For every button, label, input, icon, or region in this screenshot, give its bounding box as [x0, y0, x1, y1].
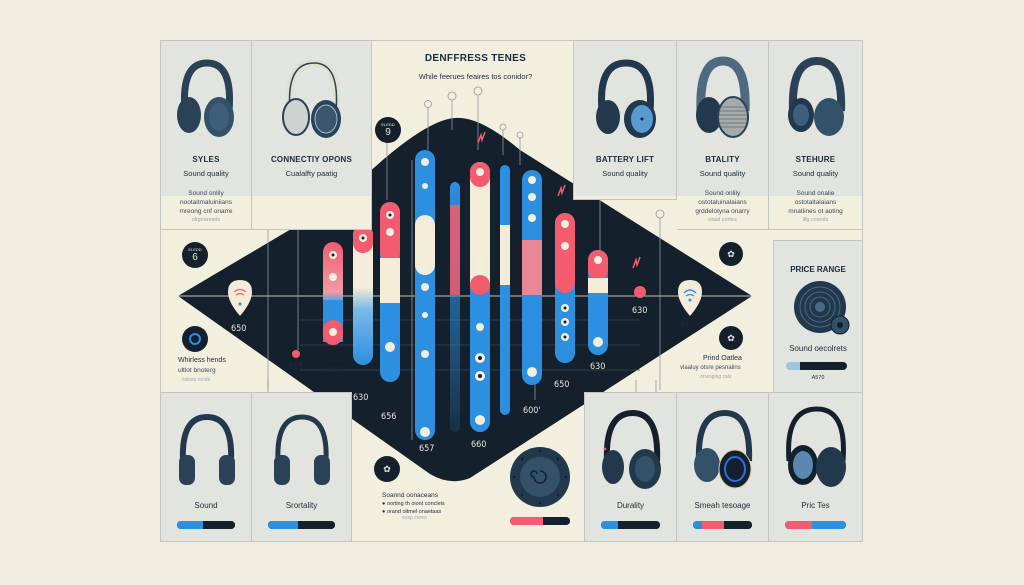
card-label: Durality	[616, 501, 645, 510]
bowl-icon: ✿	[374, 456, 400, 482]
prind-sub: vlaaluy otsre pesnalins	[680, 365, 741, 371]
bottom-card-pric: Pric Tes	[769, 392, 863, 542]
card-subtitle: Sound quality	[602, 169, 648, 178]
value-label: 630	[353, 393, 369, 403]
rating-meter	[268, 521, 335, 529]
rating-meter	[510, 517, 570, 525]
badge-center: ELEDD 9	[375, 117, 401, 143]
card-label: Pric Tes	[801, 501, 830, 510]
notes-title: Soannd oonaceans	[382, 492, 439, 499]
value-label: 200'	[326, 365, 344, 375]
page-subtitle: While feerues feaires tos conidor?	[418, 72, 533, 81]
headphones-icon	[694, 409, 753, 489]
feature-card-btality: BTALITY Sound quality Sound onlily ostot…	[677, 40, 769, 230]
card-label: Smeah tesoage	[694, 501, 751, 510]
value-label: 656	[381, 412, 397, 422]
bottom-middle-notes: Soannd oonaceans ● oorting th oiont conc…	[382, 492, 502, 521]
headphones-icon	[282, 59, 341, 138]
card-label: Srortality	[285, 501, 318, 510]
price-subtitle: Sound oecolrets	[789, 344, 847, 353]
value-label: 650	[231, 324, 247, 334]
rating-meter	[785, 521, 846, 529]
price-value: A570	[811, 375, 825, 381]
headphones-icon	[788, 56, 846, 136]
bottom-card-smeah: Smeah tesoage	[677, 392, 769, 542]
rating-meter	[177, 521, 235, 529]
bowl-icon: ✿	[719, 326, 743, 350]
rating-meter	[693, 521, 752, 529]
card-title: CONNECTIY OPONS	[270, 155, 353, 164]
price-title: PRICE RANGE	[790, 265, 846, 274]
notes-bullet: ● orand oltmel onaetaas	[382, 509, 442, 515]
value-label: 660	[471, 440, 487, 450]
value-label: 615	[288, 362, 304, 372]
price-range-card: PRICE RANGE Sound oecolrets A570	[773, 240, 863, 393]
card-subtitle: Sound quality	[699, 169, 746, 178]
headphones-icon	[602, 409, 661, 489]
bottom-card-sound: Sound	[160, 392, 252, 542]
card-description: Sound onlily ostotaluinalaians grddeloty…	[695, 190, 750, 223]
rating-meter	[601, 521, 660, 529]
prind-faint: orrenging cals	[700, 374, 732, 380]
value-label: 657	[419, 444, 435, 454]
value-label: 650	[554, 380, 570, 390]
card-subtitle: Sound quality	[792, 169, 839, 178]
value-label: 680	[680, 320, 696, 330]
card-subtitle: Sound quality	[183, 169, 229, 178]
notes-faint: oosp coreo	[402, 515, 427, 521]
headphones-icon	[596, 59, 656, 138]
wireless-title: Whirless hends	[178, 357, 226, 364]
feature-card-connectivity: CONNECTIY OPONS Cualalfty paatig	[252, 40, 372, 230]
value-label: 630	[590, 362, 606, 372]
target-icon	[182, 326, 208, 352]
headphones-icon	[696, 56, 750, 138]
card-title: BATTERY LIFT	[595, 155, 655, 164]
feature-card-battery: BATTERY LIFT Sound quality	[573, 40, 677, 200]
price-slider[interactable]	[786, 362, 847, 370]
wireless-sub: ultlot bnoterg	[178, 367, 216, 374]
wireless-faint: coloss ronds	[182, 377, 211, 383]
feature-card-styles: SYLES Sound quality Sound onlily nootait…	[160, 40, 252, 230]
bottom-card-srortality: Srortality	[252, 392, 352, 542]
card-description: Sound onalie ostotaltalaians mnatiines o…	[788, 190, 843, 223]
card-title: BTALITY	[705, 155, 740, 164]
prind-title: Prind Oatlea	[703, 355, 742, 362]
card-label: Sound	[194, 501, 218, 510]
card-title: STEHURE	[795, 155, 836, 164]
value-label: 600'	[523, 406, 541, 416]
page-title: DENFFRESS TENES	[424, 53, 527, 64]
notes-bullet: ● oorting th oiont concleis	[382, 501, 445, 507]
speaker-disc-icon	[510, 447, 570, 507]
card-subtitle: Cualalfty paatig	[285, 169, 338, 178]
value-label: 630	[632, 306, 648, 316]
headphones-icon	[177, 59, 234, 137]
card-description: Sound onlily nootaitmaluiniians mreong c…	[179, 190, 233, 223]
headphones-icon	[786, 406, 846, 487]
speaker-icon	[794, 281, 850, 335]
headphones-icon	[179, 413, 235, 485]
headphones-icon	[274, 414, 330, 485]
badge-left: ELEDD 6	[182, 242, 208, 268]
feature-card-stehure: STEHURE Sound quality Sound onalie ostot…	[769, 40, 863, 230]
card-title: SYLES	[192, 155, 220, 164]
bowl-icon: ✿	[719, 242, 743, 266]
header: DENFFRESS TENES While feerues feaires to…	[378, 40, 573, 81]
bottom-card-durality: Durality	[584, 392, 677, 542]
